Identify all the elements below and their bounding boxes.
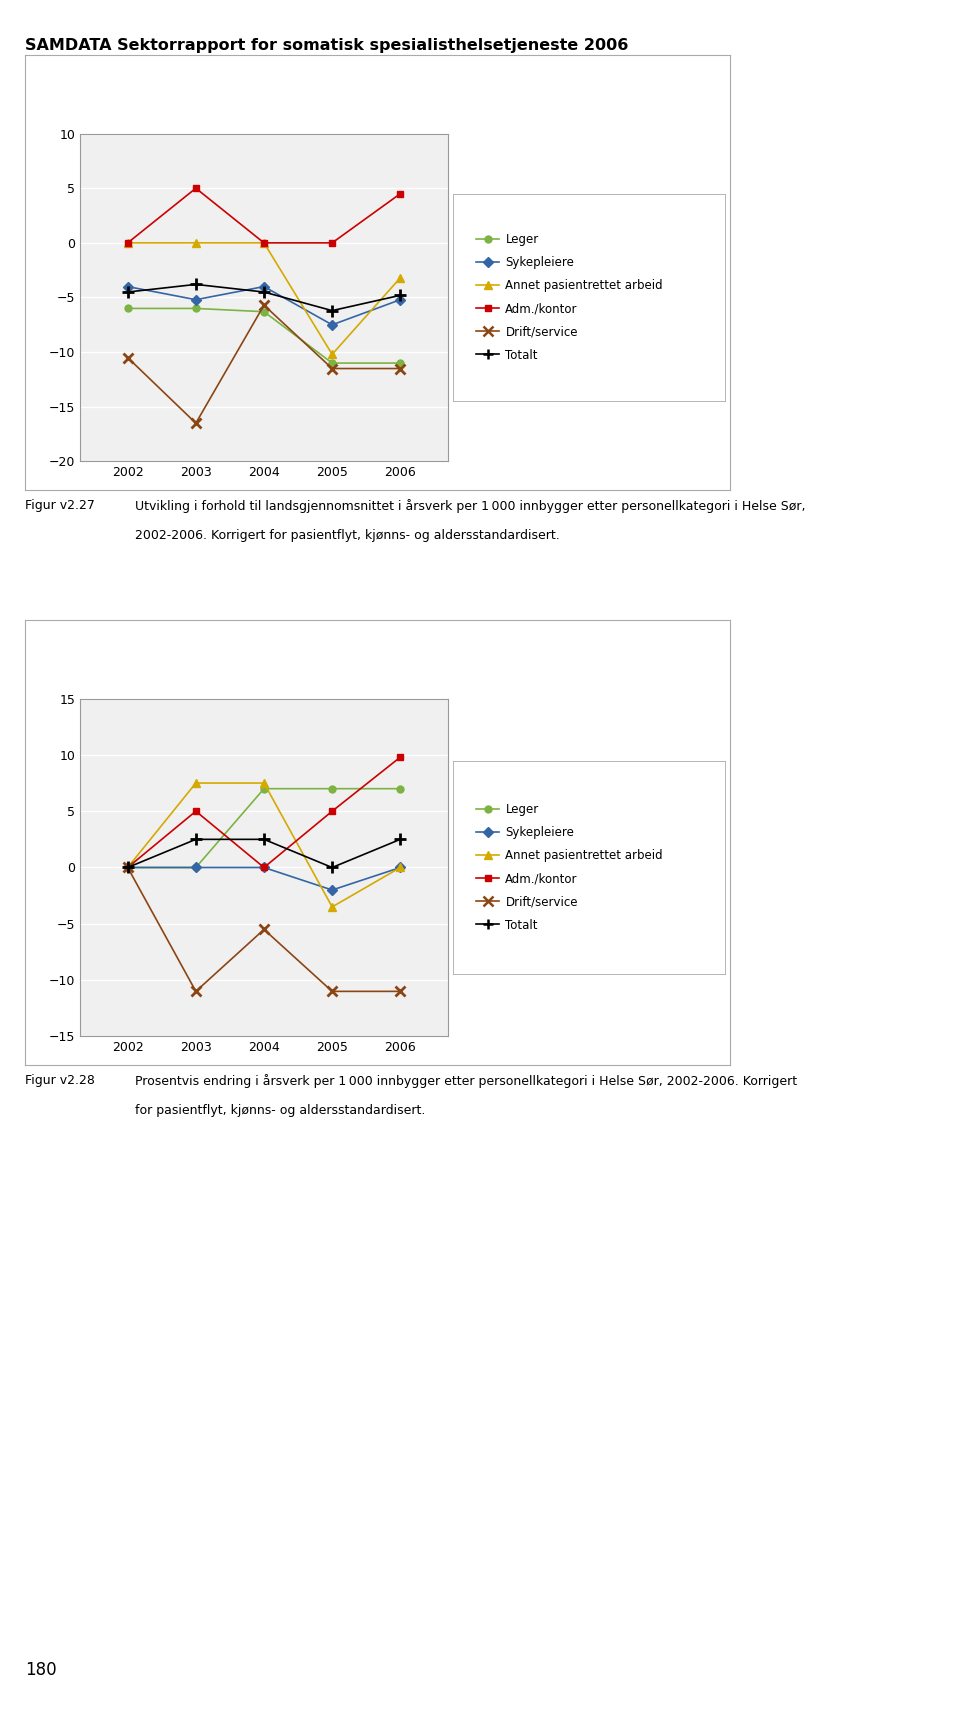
Legend: Leger, Sykepleiere, Annet pasientrettet arbeid, Adm./kontor, Drift/service, Tota: Leger, Sykepleiere, Annet pasientrettet …: [472, 800, 666, 936]
Text: 2002-2006. Korrigert for pasientflyt, kjønns- og aldersstandardisert.: 2002-2006. Korrigert for pasientflyt, kj…: [135, 529, 560, 543]
Text: for pasientflyt, kjønns- og aldersstandardisert.: for pasientflyt, kjønns- og aldersstanda…: [135, 1104, 425, 1118]
Text: SAMDATA Sektorrapport for somatisk spesialisthelsetjeneste 2006: SAMDATA Sektorrapport for somatisk spesi…: [25, 38, 629, 53]
Text: Figur v2.27: Figur v2.27: [25, 498, 95, 512]
Text: Utvikling i forhold til landsgjennomsnittet i årsverk per 1 000 innbygger etter : Utvikling i forhold til landsgjennomsnit…: [135, 498, 805, 513]
Text: Figur v2.28: Figur v2.28: [25, 1073, 95, 1087]
Text: 180: 180: [25, 1662, 57, 1679]
Text: Prosentvis endring i årsverk per 1 000 innbygger etter personellkategori i Helse: Prosentvis endring i årsverk per 1 000 i…: [135, 1073, 798, 1087]
Legend: Leger, Sykepleiere, Annet pasientrettet arbeid, Adm./kontor, Drift/service, Tota: Leger, Sykepleiere, Annet pasientrettet …: [472, 230, 666, 366]
